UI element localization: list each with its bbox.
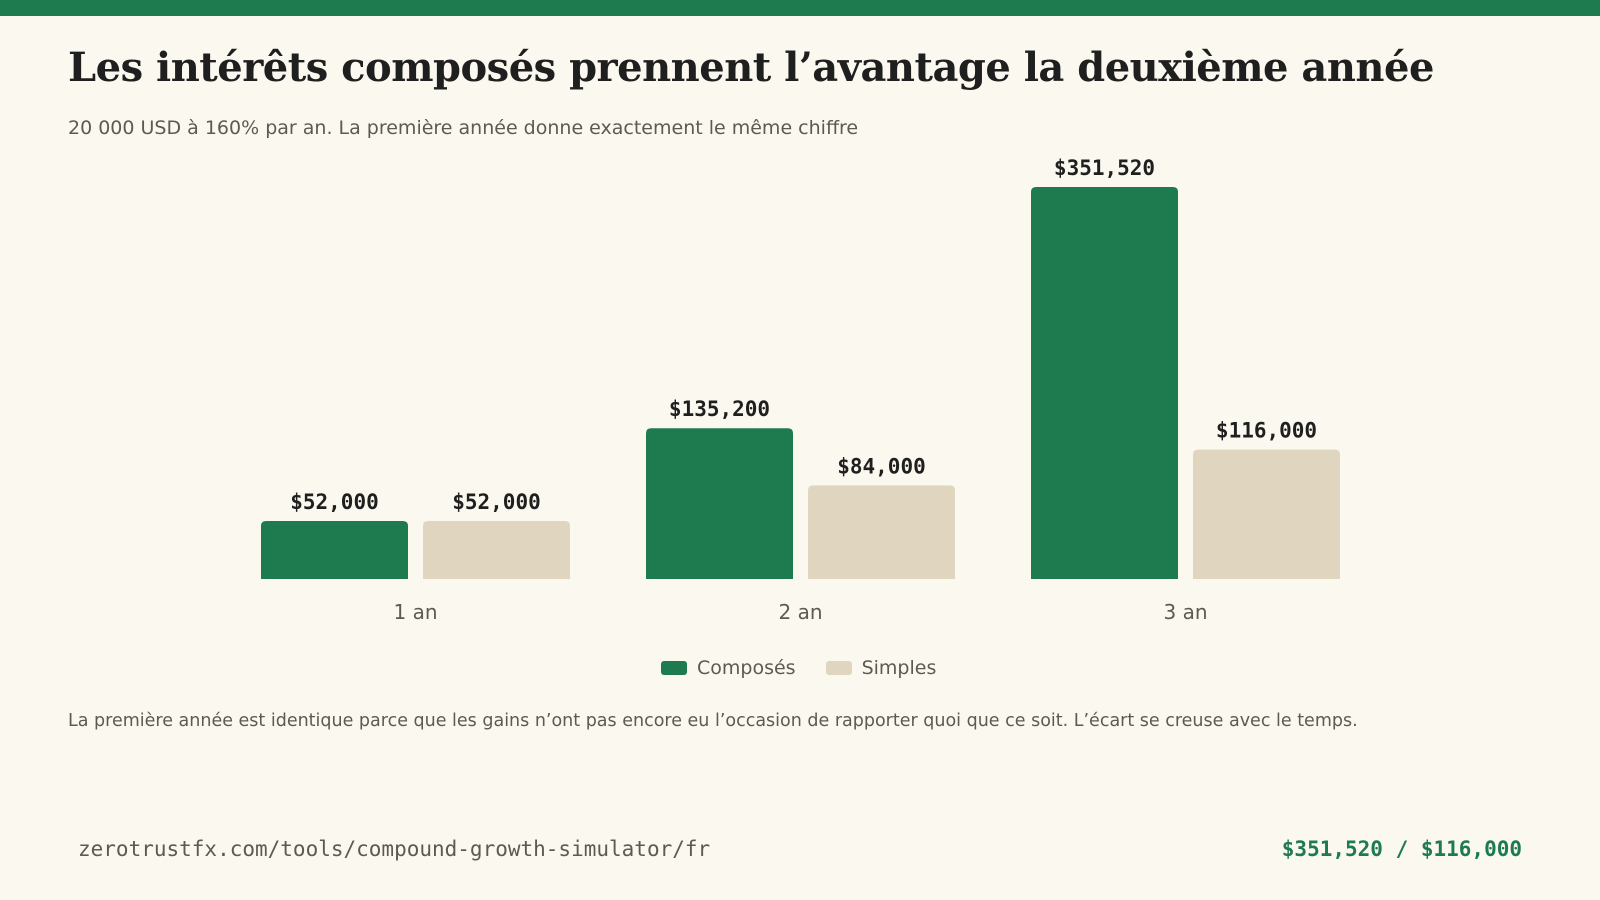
legend-item-simples: Simples [825, 657, 937, 679]
bar-label-simples-3: $116,000 [1216, 419, 1317, 443]
chart-title: Les intérêts composés prennent l’avantag… [68, 44, 1434, 91]
explanatory-note: La première année est identique parce qu… [68, 711, 1358, 731]
x-tick-label-3: 3 an [1163, 600, 1207, 624]
bar-label-simples-1: $52,000 [452, 490, 541, 514]
bar-label-composes-3: $351,520 [1054, 156, 1155, 180]
bar-label-simples-2: $84,000 [837, 454, 926, 478]
bar-label-composes-1: $52,000 [290, 490, 379, 514]
legend-swatch-composes [661, 661, 687, 675]
bar-simples-1 [423, 521, 570, 579]
legend-item-composes: Composés [661, 657, 796, 679]
legend-swatch-simples [825, 661, 852, 675]
footer-url: zerotrustfx.com/tools/compound-growth-si… [78, 837, 711, 861]
x-tick-label-1: 1 an [393, 600, 437, 624]
bar-simples-3 [1193, 449, 1340, 579]
legend-label-simples: Simples [861, 657, 937, 679]
chart-subtitle: 20 000 USD à 160% par an. La première an… [68, 117, 859, 139]
bar-composes-1 [261, 521, 408, 579]
top-accent-bar [0, 0, 1600, 16]
bar-label-composes-2: $135,200 [669, 397, 770, 421]
footer-summary: $351,520 / $116,000 [1281, 837, 1522, 861]
legend-label-composes: Composés [697, 657, 796, 679]
bar-composes-3 [1031, 187, 1178, 579]
bar-chart: $52,000 $52,000 1 an $135,200 $84,000 2 an $35… [261, 156, 1340, 624]
bar-composes-2 [646, 428, 793, 579]
bar-simples-2 [808, 485, 955, 579]
chart-legend: Composés Simples [661, 656, 936, 680]
x-tick-label-2: 2 an [778, 600, 822, 624]
